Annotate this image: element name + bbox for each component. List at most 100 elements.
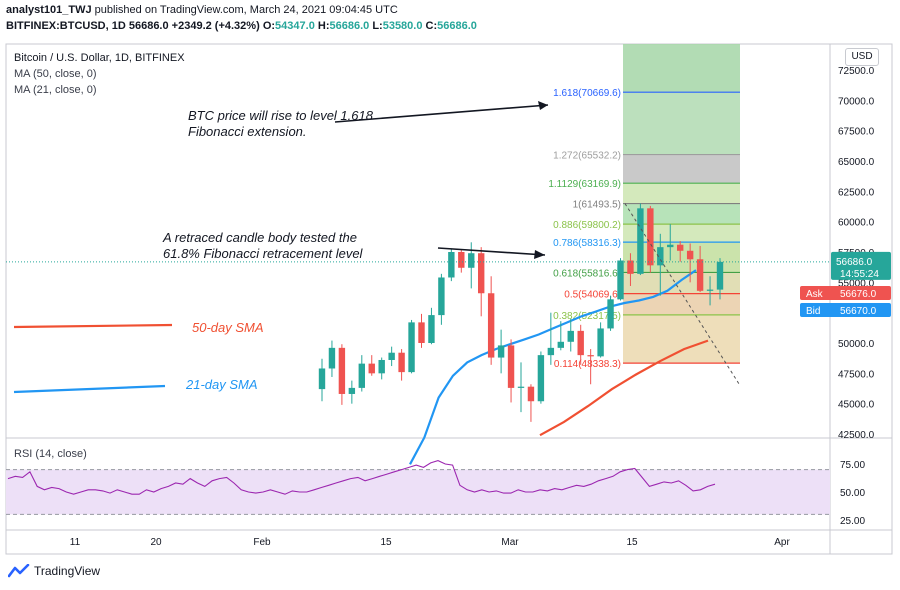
chart-title: Bitcoin / U.S. Dollar, 1D, BITFINEX [14,52,185,64]
candle-body [537,355,545,402]
fib-level-label: 1(61493.5) [573,200,621,211]
symbol-line: BITFINEX:BTCUSD, 1D 56686.0 +2349.2 (+4.… [6,20,477,32]
fib-level-label: 1.1129(63169.9) [548,179,621,190]
fib-level-label: 0.886(59800.2) [553,220,621,231]
candle-body [637,208,644,274]
price-tick-label: 60000.0 [838,218,875,229]
countdown-value: 14:55:24 [840,269,879,280]
time-tick-label: 15 [626,537,638,548]
candle-body [607,299,614,329]
publisher-name: analyst101_TWJ [6,4,92,16]
candle-body [358,363,365,388]
legend-line-ma21 [13,384,166,394]
time-tick-label: 20 [150,537,162,548]
candle-body [507,345,515,388]
fib-level-label: 0.5(54069.6) [564,290,621,301]
publish-line: analyst101_TWJ published on TradingView.… [6,4,398,16]
annotation-arrowhead-2 [534,250,545,259]
price-tick-label: 70000.0 [838,96,875,107]
legend-line-ma50 [13,323,173,329]
price-tick-label: 72500.0 [838,66,875,77]
candle-body [557,341,564,348]
chart-frame [5,43,893,555]
ma50-line [539,339,709,437]
annotation-retrace-line2: 61.8% Fibonacci retracement level [163,246,364,261]
ohlc-open: 54347.0 [275,20,315,32]
rsi-tick-label: 75.00 [840,460,865,471]
annotation-50-day-sma: 50-day SMA [192,320,264,335]
ask-tag [800,286,891,300]
annotation-21-day-sma: 21-day SMA [185,377,258,392]
last-price-value: 56686.0 [836,257,873,268]
annotation-retrace-line1: A retraced candle body tested the [162,230,357,245]
candle-body [398,352,405,373]
fib-level-label: 1.272(65532.2) [553,151,621,162]
time-tick-label: Mar [501,537,519,548]
candle-body [487,293,495,358]
candle-body [647,208,654,266]
candle-body [587,355,594,357]
candle-body [517,386,525,388]
rsi-legend[interactable]: RSI (14, close) [14,448,87,460]
price-tick-label: 47500.0 [838,369,875,380]
candle-body [547,347,555,356]
ma21-line [409,269,697,465]
ohlc-close: 56686.0 [437,20,477,32]
price-tick-label: 42500.0 [838,430,875,441]
annotation-arrowhead-1 [538,101,548,110]
candle-body [328,347,336,369]
price-tick-label: 67500.0 [838,127,875,138]
fib-level-label: 1.618(70669.6) [553,88,621,99]
time-tick-label: 15 [380,537,392,548]
annotation-arrow-2 [437,247,546,256]
last-price-tag [831,251,891,280]
candle-body [458,252,465,268]
rsi-band [6,469,830,515]
ohlc-open-label: O: [262,20,276,32]
candle-body [388,352,395,360]
candle-body [378,359,385,374]
price-tick-label: 65000.0 [838,157,875,168]
candle-body [567,330,574,342]
candle-body [418,322,425,343]
candle-body [478,253,485,294]
fib-zone [623,154,740,184]
rsi-tick-label: 50.00 [840,488,865,499]
ohlc-close-label: C: [425,20,438,32]
candle-body [408,322,415,373]
symbol-name: BITFINEX:BTCUSD, 1D [6,20,126,32]
candle-body [577,330,584,356]
fib-level-label: 0.618(55816.6) [553,268,621,279]
bid-label: Bid [806,306,820,317]
candle-body [527,386,535,402]
candle-body [597,328,604,357]
currency-button[interactable]: USD [845,48,879,66]
candle-body [318,368,326,390]
price-tick-label: 50000.0 [838,339,875,350]
ma21-legend[interactable]: MA (21, close, 0) [14,84,97,96]
price-tick-label: 62500.0 [838,187,875,198]
ask-label: Ask [806,289,824,300]
ohlc-low: 53580.0 [382,20,423,32]
fib-level-label: 0.382(52317.5) [553,311,621,322]
bid-tag [800,303,891,317]
fib-zone [623,92,740,155]
candle-body [627,260,634,274]
fib-zone [623,183,740,204]
fib-zone [623,272,740,294]
published-text: published on TradingView.com, March 24, … [94,4,398,16]
ohlc-high: 56686.0 [329,20,370,32]
candle-body [448,252,455,278]
candle-body [686,250,694,260]
ohlc-low-label: L: [372,20,383,32]
fib-level-label: 0.786(58316.3) [553,238,621,249]
fib-zone [623,293,740,315]
ma50-legend[interactable]: MA (50, close, 0) [14,68,97,80]
annotation-extension-line2: Fibonacci extension. [188,124,307,139]
branding-text: TradingView [34,564,101,578]
ohlc-high-label: H: [317,20,330,32]
candle-body [497,345,505,358]
candle-body [368,363,375,374]
rsi-line [7,460,716,495]
